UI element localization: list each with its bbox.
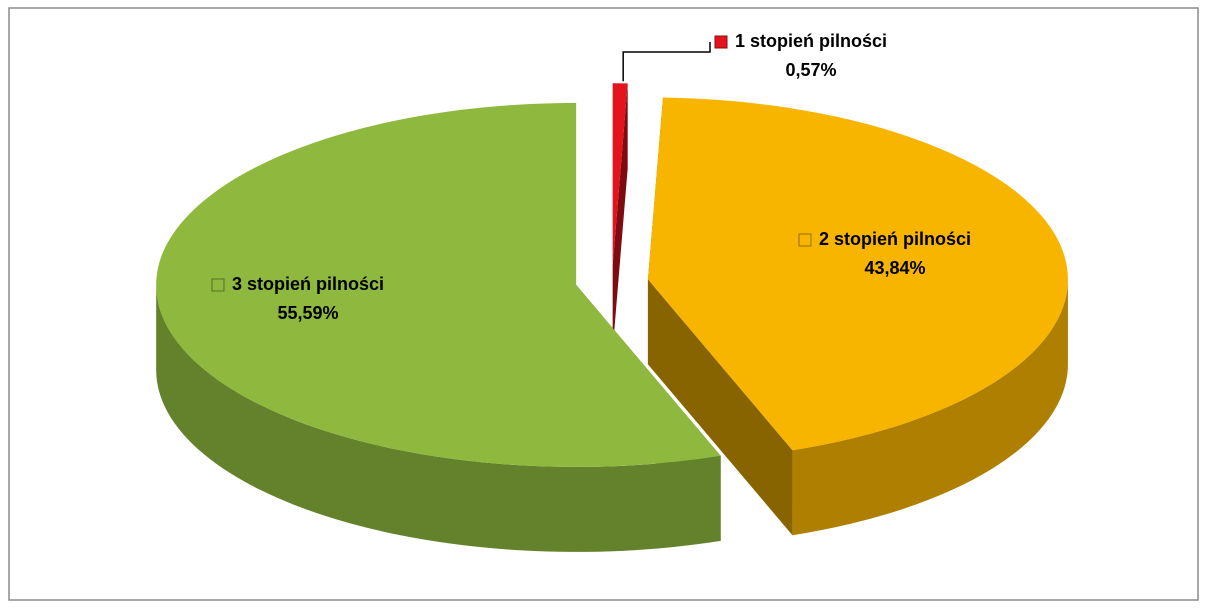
slice: [156, 102, 721, 467]
legend-key: [798, 233, 812, 247]
data-label-value: 55,59%: [277, 303, 338, 323]
data-label-name: 3 stopień pilności: [232, 274, 384, 294]
slice: [647, 97, 1068, 451]
data-label-value: 43,84%: [864, 258, 925, 278]
slice-wall: [647, 279, 793, 536]
slice-side: [156, 284, 721, 552]
slice-wall: [612, 83, 628, 351]
legend-key: [714, 35, 728, 49]
slice-side: [792, 279, 1068, 536]
leader-line: [622, 42, 711, 82]
data-label-name: 2 stopień pilności: [819, 229, 971, 249]
legend-key: [211, 278, 225, 292]
data-label-name: 1 stopień pilności: [735, 31, 887, 51]
slice: [612, 83, 628, 266]
data-label-value: 0,57%: [785, 60, 836, 80]
